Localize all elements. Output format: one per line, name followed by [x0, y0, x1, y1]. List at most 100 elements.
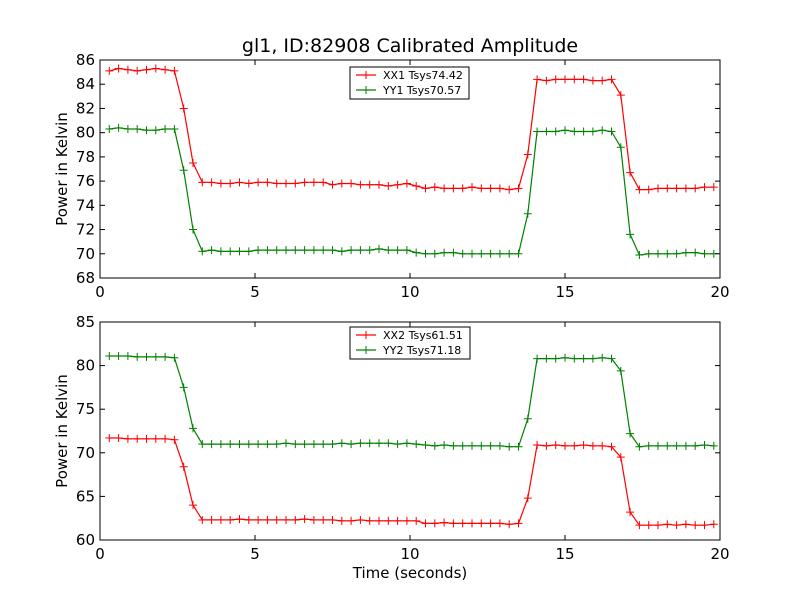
data-point-marker	[654, 441, 662, 450]
data-point-marker	[533, 440, 542, 449]
y-tick-label: 85	[76, 313, 95, 331]
data-point-marker	[542, 441, 551, 450]
data-point-marker	[598, 76, 607, 85]
data-point-marker	[198, 178, 207, 187]
data-point-marker	[672, 249, 681, 258]
data-point-marker	[142, 352, 151, 361]
data-point-marker	[216, 179, 225, 188]
data-point-marker	[375, 244, 383, 253]
x-tick-label: 20	[710, 545, 729, 563]
data-point-marker	[244, 515, 253, 524]
legend-marker	[362, 346, 370, 354]
data-point-marker	[561, 75, 569, 84]
legend-label: YY2 Tsys71.18	[382, 344, 461, 357]
y-tick-label: 74	[76, 196, 95, 214]
data-point-marker	[468, 183, 476, 192]
legend-label: XX2 Tsys61.51	[383, 329, 463, 342]
data-point-marker	[309, 178, 318, 187]
y-tick-label: 82	[76, 99, 95, 117]
data-point-marker	[691, 441, 700, 450]
data-point-marker	[189, 158, 197, 167]
data-point-marker	[663, 520, 672, 529]
data-point-marker	[272, 440, 281, 449]
data-point-marker	[365, 180, 374, 189]
data-point-marker	[551, 75, 560, 84]
data-point-marker	[384, 181, 393, 190]
data-point-marker	[505, 249, 514, 258]
y-tick-label: 80	[76, 357, 95, 375]
data-point-marker	[216, 515, 225, 524]
data-point-marker	[189, 501, 197, 510]
x-tick-label: 0	[95, 283, 105, 301]
data-point-marker	[468, 249, 476, 258]
data-point-marker	[207, 178, 216, 187]
y-tick-label: 78	[76, 148, 95, 166]
data-point-marker	[440, 248, 449, 257]
data-point-marker	[421, 249, 430, 258]
data-point-marker	[449, 441, 458, 450]
data-point-marker	[282, 179, 290, 188]
data-point-marker	[626, 429, 635, 438]
data-point-marker	[505, 520, 514, 529]
data-point-marker	[263, 440, 272, 449]
data-point-marker	[412, 440, 421, 449]
series-xx2	[105, 433, 718, 530]
data-point-marker	[207, 440, 216, 449]
data-point-marker	[198, 515, 207, 524]
data-point-marker	[365, 246, 374, 255]
data-point-marker	[337, 179, 346, 188]
data-point-marker	[170, 435, 179, 444]
data-point-marker	[495, 441, 504, 450]
data-point-marker	[458, 184, 467, 193]
data-point-marker	[114, 64, 123, 73]
data-point-marker	[356, 246, 365, 255]
data-point-marker	[588, 354, 597, 363]
data-point-marker	[700, 440, 709, 449]
data-point-marker	[635, 442, 644, 451]
y-tick-label: 72	[76, 221, 95, 239]
data-point-marker	[151, 64, 160, 73]
data-point-marker	[495, 519, 504, 528]
data-point-marker	[207, 515, 216, 524]
data-point-marker	[114, 123, 123, 132]
data-point-marker	[607, 127, 616, 136]
y-tick-label: 86	[76, 51, 95, 69]
data-point-marker	[440, 518, 449, 527]
data-point-marker	[607, 354, 616, 363]
data-point-marker	[179, 383, 188, 392]
data-point-marker	[142, 65, 151, 74]
data-point-marker	[123, 434, 132, 443]
data-point-marker	[654, 521, 662, 530]
legend: XX2 Tsys61.51 YY2 Tsys71.18	[349, 326, 471, 360]
data-point-marker	[393, 440, 402, 449]
data-point-marker	[179, 462, 188, 471]
data-point-marker	[235, 440, 244, 449]
y-tick-label: 70	[76, 245, 95, 263]
data-point-marker	[133, 125, 142, 134]
data-point-marker	[561, 353, 569, 362]
data-point-marker	[244, 247, 253, 256]
data-point-marker	[123, 65, 132, 74]
data-point-marker	[105, 66, 114, 75]
data-point-marker	[226, 179, 235, 188]
data-point-marker	[635, 521, 644, 530]
data-point-marker	[570, 127, 579, 136]
data-point-marker	[105, 433, 114, 442]
legend-marker	[362, 331, 370, 339]
data-point-marker	[514, 249, 523, 258]
data-point-marker	[254, 178, 263, 187]
data-point-marker	[189, 424, 197, 433]
data-point-marker	[430, 249, 439, 258]
data-point-marker	[644, 185, 653, 194]
data-point-marker	[300, 515, 309, 524]
data-point-marker	[254, 246, 263, 255]
y-tick-label: 65	[76, 487, 95, 505]
data-point-marker	[319, 515, 328, 524]
data-point-marker	[263, 246, 272, 255]
data-point-marker	[691, 248, 700, 257]
data-point-marker	[561, 441, 569, 450]
data-point-marker	[570, 354, 579, 363]
data-point-marker	[347, 516, 356, 525]
y-tick-label: 76	[76, 172, 95, 190]
data-point-marker	[579, 440, 588, 449]
